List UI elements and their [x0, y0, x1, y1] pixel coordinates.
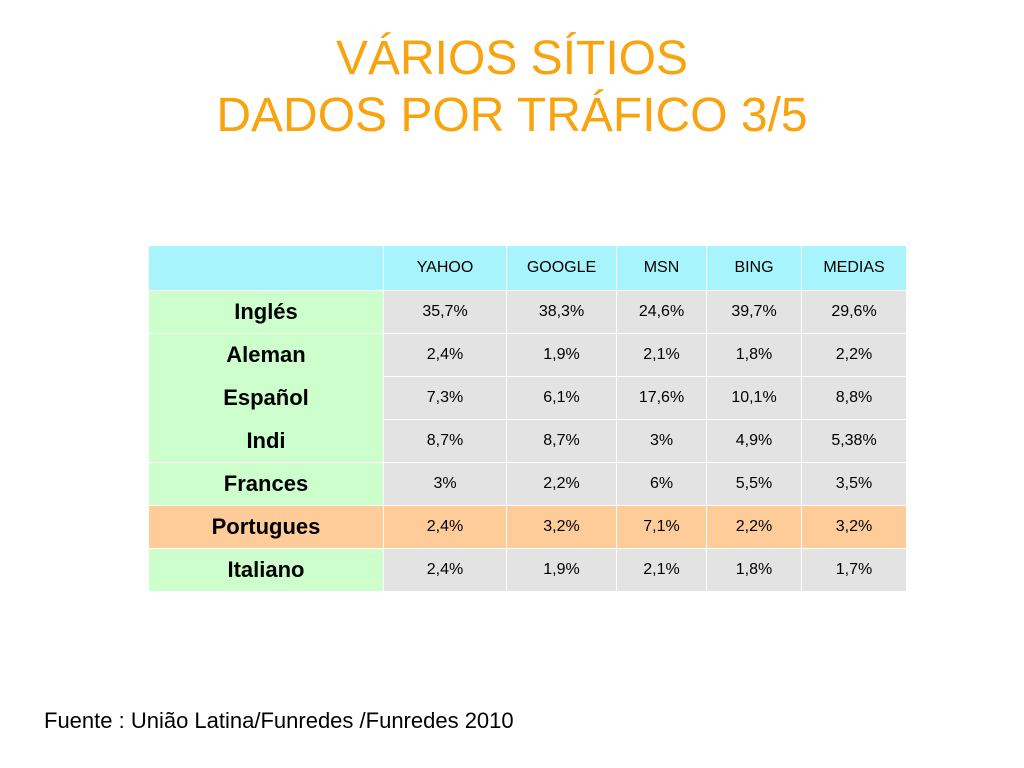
row-language: Indi [148, 419, 384, 463]
header-cell-google: GOOGLE [506, 245, 617, 291]
row-language: Español [148, 376, 384, 420]
table-row: Español 7,3% 6,1% 17,6% 10,1% 8,8% [148, 376, 907, 420]
cell-value: 8,7% [383, 419, 507, 463]
cell-value: 3,2% [801, 505, 907, 549]
cell-value: 35,7% [383, 290, 507, 334]
cell-value: 2,4% [383, 548, 507, 592]
header-cell-blank [148, 245, 384, 291]
row-language: Inglés [148, 290, 384, 334]
cell-value: 4,9% [706, 419, 802, 463]
cell-value: 3,2% [506, 505, 617, 549]
cell-value: 2,2% [801, 333, 907, 377]
cell-value: 2,2% [706, 505, 802, 549]
cell-value: 6,1% [506, 376, 617, 420]
cell-value: 6% [616, 462, 707, 506]
header-cell-medias: MEDIAS [801, 245, 907, 291]
cell-value: 5,5% [706, 462, 802, 506]
cell-value: 3,5% [801, 462, 907, 506]
table-row: Indi 8,7% 8,7% 3% 4,9% 5,38% [148, 419, 907, 463]
table-row: Aleman 2,4% 1,9% 2,1% 1,8% 2,2% [148, 333, 907, 377]
traffic-table: YAHOO GOOGLE MSN BING MEDIAS Inglés 35,7… [148, 245, 907, 592]
cell-value: 8,7% [506, 419, 617, 463]
title-line-2: DADOS POR TRÁFICO 3/5 [216, 89, 808, 142]
table-row: Italiano 2,4% 1,9% 2,1% 1,8% 1,7% [148, 548, 907, 592]
table-row: Inglés 35,7% 38,3% 24,6% 39,7% 29,6% [148, 290, 907, 334]
cell-value: 1,9% [506, 548, 617, 592]
title-line-1: VÁRIOS SÍTIOS [335, 32, 689, 85]
row-language: Italiano [148, 548, 384, 592]
cell-value: 17,6% [616, 376, 707, 420]
cell-value: 2,4% [383, 333, 507, 377]
row-language: Frances [148, 462, 384, 506]
cell-value: 2,4% [383, 505, 507, 549]
cell-value: 5,38% [801, 419, 907, 463]
cell-value: 3% [616, 419, 707, 463]
cell-value: 1,9% [506, 333, 617, 377]
source-citation: Fuente : União Latina/Funredes /Funredes… [44, 708, 514, 733]
cell-value: 1,8% [706, 548, 802, 592]
cell-value: 7,3% [383, 376, 507, 420]
cell-value: 2,2% [506, 462, 617, 506]
cell-value: 8,8% [801, 376, 907, 420]
header-cell-yahoo: YAHOO [383, 245, 507, 291]
cell-value: 39,7% [706, 290, 802, 334]
cell-value: 24,6% [616, 290, 707, 334]
cell-value: 29,6% [801, 290, 907, 334]
cell-value: 3% [383, 462, 507, 506]
cell-value: 2,1% [616, 548, 707, 592]
cell-value: 2,1% [616, 333, 707, 377]
cell-value: 7,1% [616, 505, 707, 549]
table-row-highlighted: Portugues 2,4% 3,2% 7,1% 2,2% 3,2% [148, 505, 907, 549]
cell-value: 10,1% [706, 376, 802, 420]
slide-title: VÁRIOS SÍTIOS DADOS POR TRÁFICO 3/5 [0, 30, 1024, 144]
cell-value: 38,3% [506, 290, 617, 334]
table-header-row: YAHOO GOOGLE MSN BING MEDIAS [148, 245, 907, 291]
row-language: Portugues [148, 505, 384, 549]
header-cell-msn: MSN [616, 245, 707, 291]
cell-value: 1,8% [706, 333, 802, 377]
cell-value: 1,7% [801, 548, 907, 592]
table-row: Frances 3% 2,2% 6% 5,5% 3,5% [148, 462, 907, 506]
row-language: Aleman [148, 333, 384, 377]
header-cell-bing: BING [706, 245, 802, 291]
